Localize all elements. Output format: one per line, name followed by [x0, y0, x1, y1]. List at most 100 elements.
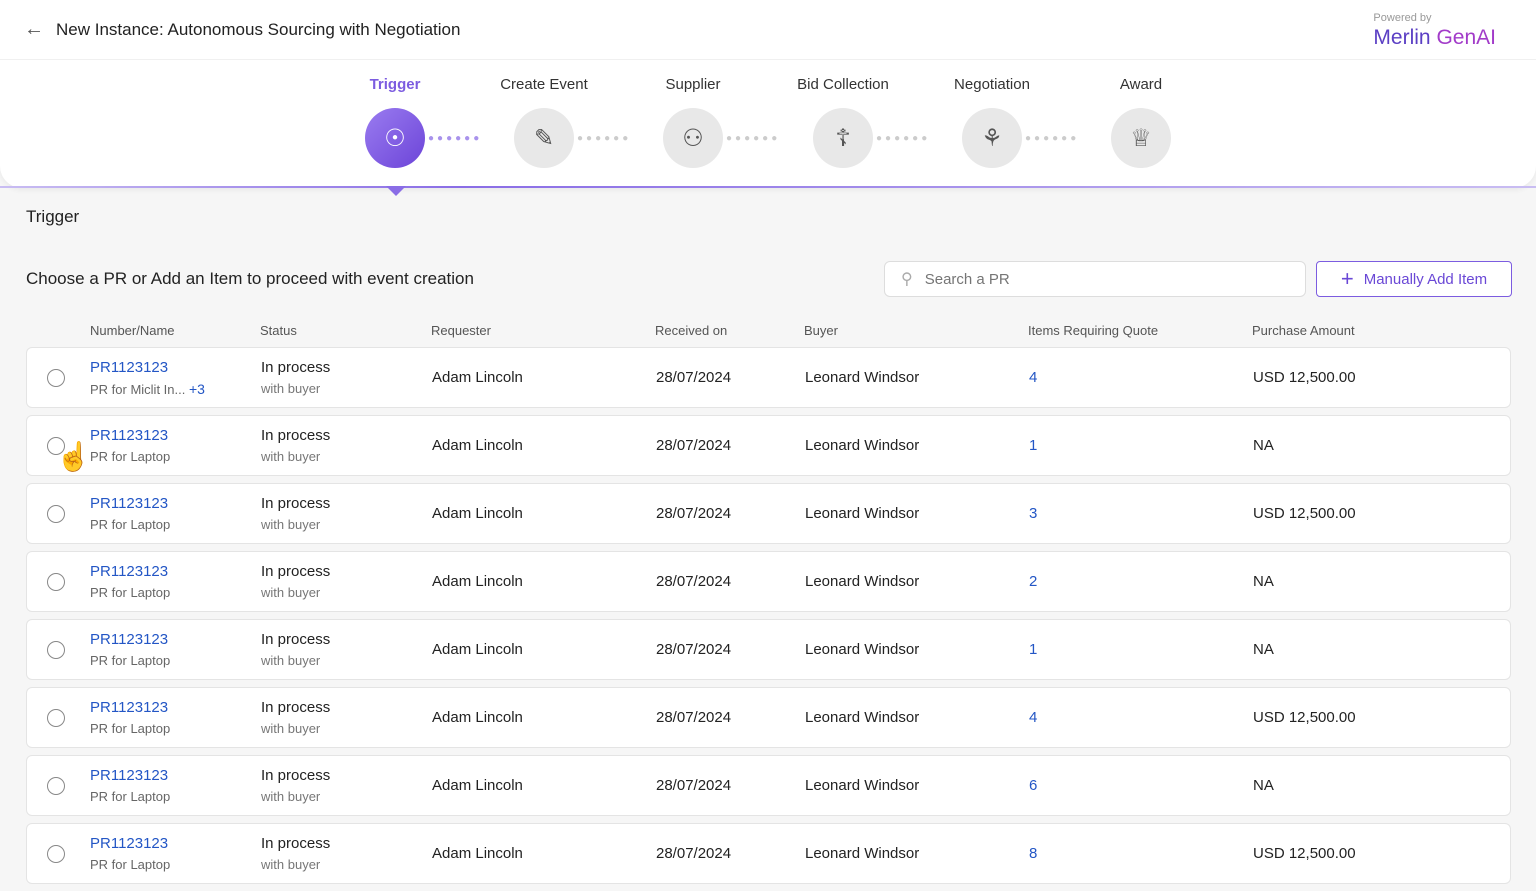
purchase-amount: USD 12,500.00: [1253, 845, 1356, 862]
manually-add-item-button[interactable]: + Manually Add Item: [1316, 261, 1512, 297]
row-radio[interactable]: [47, 505, 65, 523]
items-quote-link[interactable]: 1: [1029, 641, 1038, 658]
step-connector: ●●●●●●: [876, 133, 931, 144]
buyer: Leonard Windsor: [805, 709, 920, 726]
status: In process: [261, 699, 331, 716]
purchase-amount: NA: [1253, 437, 1274, 454]
pr-number-link[interactable]: PR1123123: [90, 495, 169, 512]
pr-number-link[interactable]: PR1123123: [90, 631, 169, 648]
column-header: Requester: [431, 323, 491, 338]
page-title: New Instance: Autonomous Sourcing with N…: [56, 19, 461, 39]
step-connector: ●●●●●●: [428, 133, 483, 144]
items-quote-link[interactable]: 8: [1029, 845, 1038, 862]
search-icon: ⚲: [901, 271, 913, 288]
row-radio[interactable]: [47, 437, 65, 455]
pr-number-link[interactable]: PR1123123: [90, 835, 169, 852]
substatus: with buyer: [261, 721, 321, 736]
status: In process: [261, 563, 331, 580]
status: In process: [261, 631, 331, 648]
row-radio[interactable]: [47, 777, 65, 795]
buyer: Leonard Windsor: [805, 505, 920, 522]
step-award[interactable]: Award ♕: [1086, 76, 1196, 168]
step-connector: ●●●●●●: [726, 133, 781, 144]
step-create-event[interactable]: Create Event ✎: [489, 76, 599, 168]
target-cursor-icon: ☉: [365, 108, 425, 168]
pr-name: PR for Laptop: [90, 449, 171, 464]
step-negotiation[interactable]: Negotiation ⚘: [937, 76, 1047, 168]
row-radio[interactable]: [47, 845, 65, 863]
requester: Adam Lincoln: [432, 845, 523, 862]
brand-logo: Powered by Merlin GenAI: [1373, 12, 1496, 49]
table-row[interactable]: PR1123123 PR for Laptop In process with …: [26, 755, 1511, 816]
pr-name: PR for Laptop: [90, 857, 171, 872]
items-quote-link[interactable]: 4: [1029, 369, 1038, 386]
step-bid-collection[interactable]: Bid Collection ☦: [788, 76, 898, 168]
substatus: with buyer: [261, 517, 321, 532]
pr-name: PR for Laptop: [90, 653, 171, 668]
buyer: Leonard Windsor: [805, 641, 920, 658]
table-row[interactable]: PR1123123 PR for Miclit In... +3 In proc…: [26, 347, 1511, 408]
plus-icon: +: [1340, 266, 1354, 291]
substatus: with buyer: [261, 585, 321, 600]
pr-number-link[interactable]: PR1123123: [90, 767, 169, 784]
step-connector: ●●●●●●: [577, 133, 632, 144]
buyer: Leonard Windsor: [805, 369, 920, 386]
received-date: 28/07/2024: [656, 505, 732, 522]
hand-cursor-icon: ☝: [56, 441, 91, 472]
search-box[interactable]: ⚲: [884, 261, 1306, 297]
items-quote-link[interactable]: 2: [1029, 573, 1038, 590]
pr-number-link[interactable]: PR1123123: [90, 359, 169, 376]
row-radio[interactable]: [47, 573, 65, 591]
buyer: Leonard Windsor: [805, 845, 920, 862]
pr-number-link[interactable]: PR1123123: [90, 427, 169, 444]
received-date: 28/07/2024: [656, 777, 732, 794]
received-date: 28/07/2024: [656, 437, 732, 454]
section-title: Trigger: [26, 207, 80, 226]
column-header: Received on: [655, 323, 728, 338]
purchase-amount: NA: [1253, 641, 1274, 658]
items-quote-link[interactable]: 6: [1029, 777, 1038, 794]
status: In process: [261, 427, 331, 444]
purchase-amount: USD 12,500.00: [1253, 369, 1356, 386]
table-row[interactable]: PR1123123 PR for Laptop In process with …: [26, 687, 1511, 748]
row-radio[interactable]: [47, 709, 65, 727]
purchase-amount: USD 12,500.00: [1253, 505, 1356, 522]
column-header: Number/Name: [90, 323, 175, 338]
substatus: with buyer: [261, 653, 321, 668]
received-date: 28/07/2024: [656, 641, 732, 658]
hands-money-icon: ☦: [813, 108, 873, 168]
column-header: Buyer: [804, 323, 838, 338]
row-radio[interactable]: [47, 641, 65, 659]
requester: Adam Lincoln: [432, 505, 523, 522]
trophy-icon: ♕: [1111, 108, 1171, 168]
pr-name: PR for Laptop: [90, 517, 171, 532]
table-row[interactable]: PR1123123 PR for Laptop In process with …: [26, 415, 1511, 476]
requester: Adam Lincoln: [432, 573, 523, 590]
more-items-badge[interactable]: +3: [188, 381, 205, 397]
row-radio[interactable]: [47, 369, 65, 387]
active-step-caret: [386, 186, 406, 196]
step-connector: ●●●●●●: [1025, 133, 1080, 144]
items-quote-link[interactable]: 4: [1029, 709, 1038, 726]
search-input[interactable]: [924, 270, 1285, 288]
items-quote-link[interactable]: 3: [1029, 505, 1038, 522]
pr-name: PR for Laptop: [90, 585, 171, 600]
back-arrow-icon[interactable]: ←: [24, 18, 44, 40]
meeting-icon: ⚘: [962, 108, 1022, 168]
table-row[interactable]: PR1123123 PR for Laptop In process with …: [26, 619, 1511, 680]
step-supplier[interactable]: Supplier ⚇: [638, 76, 748, 168]
pr-number-link[interactable]: PR1123123: [90, 699, 169, 716]
requester: Adam Lincoln: [432, 777, 523, 794]
requester: Adam Lincoln: [432, 369, 523, 386]
table-row[interactable]: PR1123123 PR for Laptop In process with …: [26, 483, 1511, 544]
purchase-amount: NA: [1253, 573, 1274, 590]
table-row[interactable]: PR1123123 PR for Laptop In process with …: [26, 823, 1511, 884]
items-quote-link[interactable]: 1: [1029, 437, 1038, 454]
requester: Adam Lincoln: [432, 437, 523, 454]
status: In process: [261, 835, 331, 852]
table-row[interactable]: PR1123123 PR for Laptop In process with …: [26, 551, 1511, 612]
pr-number-link[interactable]: PR1123123: [90, 563, 169, 580]
status: In process: [261, 359, 331, 376]
step-trigger[interactable]: Trigger ☉: [340, 76, 450, 168]
received-date: 28/07/2024: [656, 709, 732, 726]
